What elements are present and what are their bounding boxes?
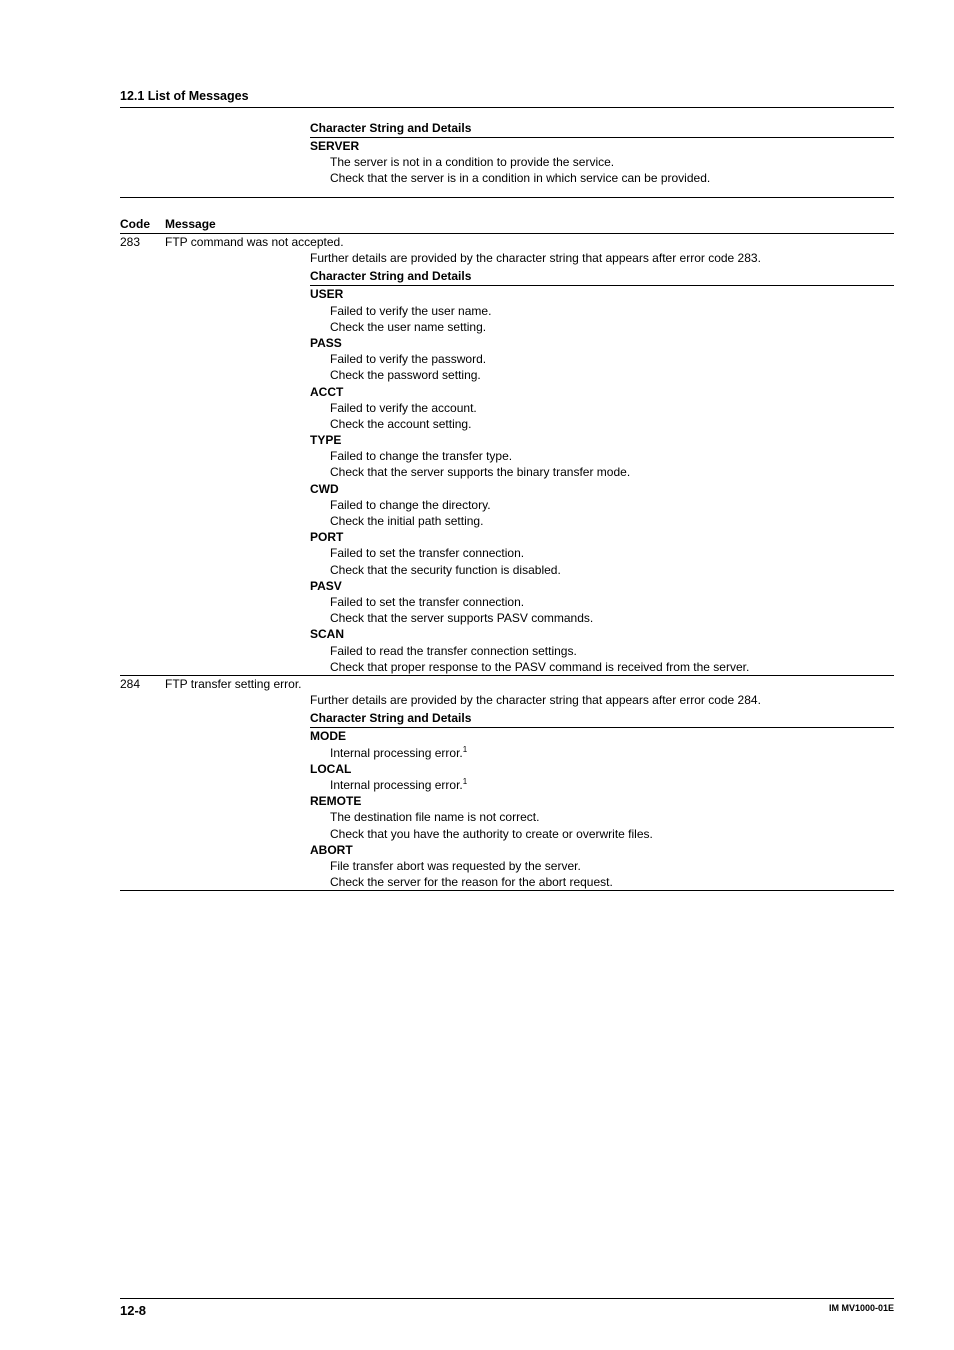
term-pasv: PASV [310, 578, 894, 594]
term-acct: ACCT [310, 384, 894, 400]
top-term: SERVER [310, 138, 894, 154]
top-detail-block: Character String and Details SERVER The … [310, 120, 894, 187]
table-row: 284 FTP transfer setting error. Further … [120, 675, 894, 890]
top-desc-2: Check that the server is in a condition … [310, 170, 894, 186]
desc: Failed to verify the password. [310, 351, 894, 367]
desc: Internal processing error.1 [310, 745, 894, 761]
char-string-header: Character String and Details [310, 710, 894, 728]
term-local: LOCAL [310, 761, 894, 777]
footer: 12-8 IM MV1000-01E [120, 1298, 894, 1320]
msg-title: FTP transfer setting error. [165, 676, 894, 692]
cell-message: FTP transfer setting error. Further deta… [165, 675, 894, 890]
col-code: Code [120, 216, 165, 234]
table-row: 283 FTP command was not accepted. Furthe… [120, 233, 894, 675]
msg-body: Further details are provided by the char… [310, 692, 894, 890]
desc: Check the password setting. [310, 367, 894, 383]
term-type: TYPE [310, 432, 894, 448]
desc: Check that proper response to the PASV c… [310, 659, 894, 675]
desc: Failed to read the transfer connection s… [310, 643, 894, 659]
table-header-row: Code Message [120, 216, 894, 234]
cell-code: 284 [120, 675, 165, 890]
desc: Check that you have the authority to cre… [310, 826, 894, 842]
page-number: 12-8 [120, 1303, 146, 1318]
desc: Check the server for the reason for the … [310, 874, 894, 890]
desc: The destination file name is not correct… [310, 809, 894, 825]
intro: Further details are provided by the char… [310, 692, 894, 708]
desc: Failed to change the transfer type. [310, 448, 894, 464]
term-cwd: CWD [310, 481, 894, 497]
top-desc-1: The server is not in a condition to prov… [310, 154, 894, 170]
message-table: Code Message 283 FTP command was not acc… [120, 216, 894, 891]
msg-title: FTP command was not accepted. [165, 234, 894, 250]
desc: Failed to set the transfer connection. [310, 594, 894, 610]
desc: Failed to set the transfer connection. [310, 545, 894, 561]
term-port: PORT [310, 529, 894, 545]
desc: Check that the security function is disa… [310, 562, 894, 578]
desc: Check that the server supports the binar… [310, 464, 894, 480]
doc-code: IM MV1000-01E [829, 1302, 894, 1314]
section-header: 12.1 List of Messages [120, 88, 894, 108]
desc: Check that the server supports PASV comm… [310, 610, 894, 626]
desc: Failed to change the directory. [310, 497, 894, 513]
desc: Internal processing error.1 [310, 777, 894, 793]
rule [120, 890, 894, 891]
char-string-header: Character String and Details [310, 120, 894, 138]
desc: Check the initial path setting. [310, 513, 894, 529]
desc: Check the user name setting. [310, 319, 894, 335]
term-mode: MODE [310, 728, 894, 744]
desc: Failed to verify the account. [310, 400, 894, 416]
term-abort: ABORT [310, 842, 894, 858]
msg-body: Further details are provided by the char… [310, 250, 894, 675]
term-pass: PASS [310, 335, 894, 351]
term-remote: REMOTE [310, 793, 894, 809]
term-scan: SCAN [310, 626, 894, 642]
desc: Check the account setting. [310, 416, 894, 432]
page: 12.1 List of Messages Character String a… [0, 0, 954, 1350]
desc: Failed to verify the user name. [310, 303, 894, 319]
rule [120, 197, 894, 198]
desc: File transfer abort was requested by the… [310, 858, 894, 874]
cell-code: 283 [120, 233, 165, 675]
term-user: USER [310, 286, 894, 302]
cell-message: FTP command was not accepted. Further de… [165, 233, 894, 675]
char-string-header: Character String and Details [310, 268, 894, 286]
intro: Further details are provided by the char… [310, 250, 894, 266]
col-message: Message [165, 216, 894, 234]
